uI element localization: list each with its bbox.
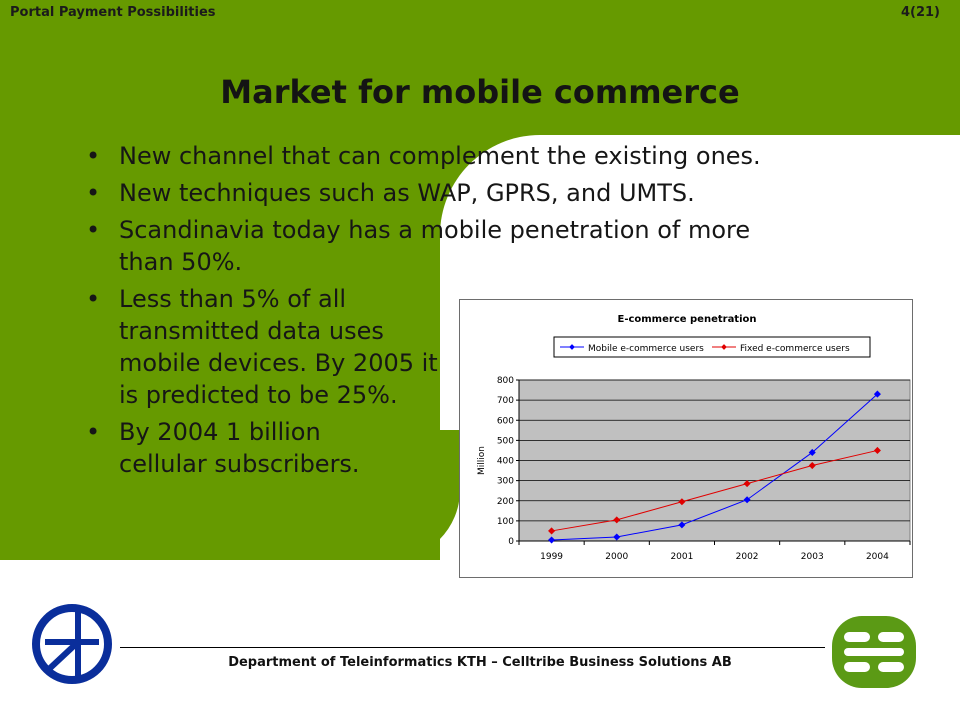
data-point (808, 461, 816, 470)
series-line (551, 393, 878, 541)
y-tick-label: 400 (497, 457, 514, 467)
x-tick-label: 1999 (540, 552, 563, 562)
y-tick-label: 100 (497, 517, 514, 527)
chart-title: E-commerce penetration (617, 314, 756, 325)
data-point (808, 448, 816, 456)
legend-marker (569, 344, 575, 350)
bullet-item: New techniques such as WAP, GPRS, and UM… (86, 177, 839, 209)
bullet-list: New channel that can complement the exis… (86, 140, 839, 485)
x-tick-label: 2001 (670, 552, 693, 562)
kth-logo-icon (32, 604, 112, 684)
series-line (551, 449, 878, 532)
y-tick-label: 700 (497, 396, 514, 406)
legend-entry: Fixed e-commerce users (740, 344, 850, 354)
legend-entry: Mobile e-commerce users (588, 344, 704, 354)
x-tick-label: 2000 (605, 552, 628, 562)
y-tick-label: 800 (497, 376, 514, 386)
bullet-item: New channel that can complement the exis… (86, 140, 839, 172)
chart-svg: E-commerce penetration Mobile e-commerce … (477, 314, 911, 562)
y-tick-label: 200 (497, 497, 514, 507)
slide-title: Market for mobile commerce (220, 73, 740, 111)
bullet-item: By 2004 1 billion cellular subscribers. (86, 416, 389, 480)
x-tick-label: 2002 (736, 552, 759, 562)
y-tick-label: 500 (497, 436, 514, 446)
celltribe-logo-icon (832, 616, 916, 688)
presentation-title: Portal Payment Possibilities (10, 5, 216, 20)
y-axis-label: Million (477, 446, 487, 475)
data-point (678, 498, 686, 506)
e-commerce-chart: E-commerce penetration Mobile e-commerce … (459, 299, 913, 578)
bullet-item: Scandinavia today has a mobile penetrati… (86, 214, 779, 278)
bottom-white-area (0, 560, 960, 720)
page-number: 4(21) (900, 5, 940, 20)
x-tick-label: 2003 (801, 552, 824, 562)
y-tick-label: 0 (508, 537, 514, 547)
footer-divider (120, 647, 825, 648)
footer-text: Department of Teleinformatics KTH – Cell… (228, 655, 732, 670)
y-tick-label: 600 (497, 416, 514, 426)
x-tick-label: 2004 (866, 552, 889, 562)
legend-marker (721, 344, 727, 350)
y-tick-label: 300 (497, 477, 514, 487)
bullet-item: Less than 5% of all transmitted data use… (86, 283, 464, 411)
